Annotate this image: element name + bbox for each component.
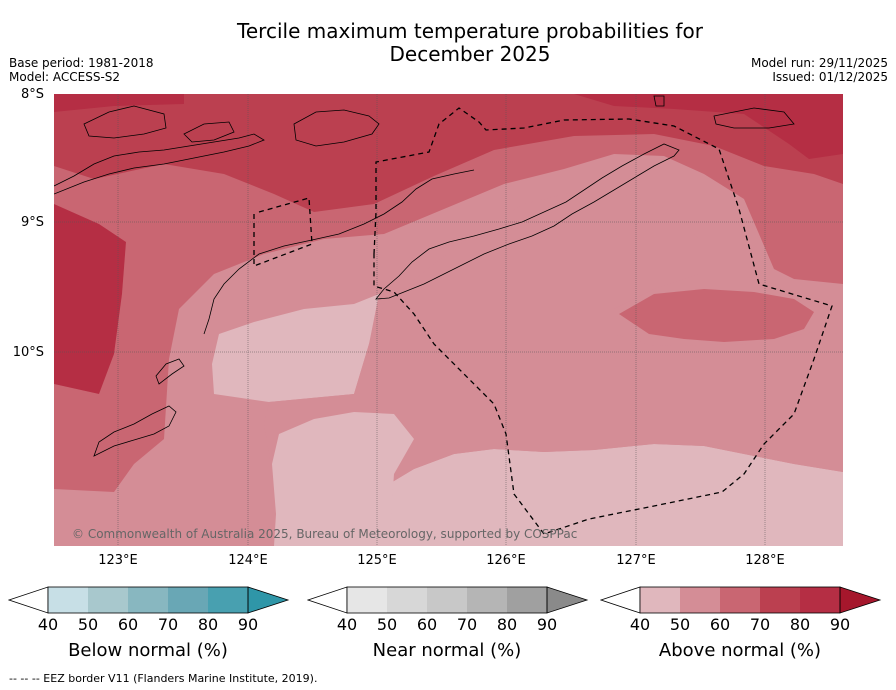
near-colorbar-segment	[427, 587, 467, 613]
near-tick-label: 60	[416, 615, 438, 634]
above-tick-label: 70	[749, 615, 771, 634]
near-colorbar-high-arrow	[546, 586, 589, 614]
lon-label-124e: 124°E	[228, 553, 268, 568]
above-colorbar-segment	[640, 587, 680, 613]
near-tick-label: 80	[496, 615, 518, 634]
below-tick-label: 50	[77, 615, 99, 634]
near-normal-label: Near normal (%)	[372, 640, 522, 661]
below-colorbar-segment	[128, 587, 168, 613]
lon-label-128e: 128°E	[745, 553, 785, 568]
above-colorbar-outline	[639, 586, 841, 614]
near-colorbar-segment	[507, 587, 547, 613]
below-colorbar-high-arrow	[247, 586, 290, 614]
below-colorbar-segment	[168, 587, 208, 613]
map-credit: © Commonwealth of Australia 2025, Bureau…	[72, 527, 577, 541]
near-colorbar-segment	[467, 587, 507, 613]
below-colorbar-segment	[48, 587, 88, 613]
near-colorbar-segment	[387, 587, 427, 613]
near-colorbar-outline	[346, 586, 548, 614]
zone-90-left	[54, 204, 126, 394]
timor-coastline	[375, 143, 680, 300]
zone-90-top-right	[574, 94, 843, 159]
below-colorbar-outline	[47, 586, 249, 614]
above-tick-label: 80	[789, 615, 811, 634]
above-colorbar-segment	[760, 587, 800, 613]
below-normal-label: Below normal (%)	[68, 640, 228, 661]
near-tick-label: 70	[456, 615, 478, 634]
below-tick-label: 80	[197, 615, 219, 634]
zone-60-core	[264, 192, 843, 546]
below-tick-label: 90	[237, 615, 259, 634]
mainland-coast	[203, 169, 475, 335]
below-tick-label: 70	[157, 615, 179, 634]
above-tick-label: 60	[709, 615, 731, 634]
title-line-1: Tercile maximum temperature probabilitie…	[237, 19, 703, 43]
zone-50-mid	[272, 412, 414, 546]
near-normal-colorbar	[307, 586, 589, 614]
near-tick-label: 40	[336, 615, 358, 634]
issued-date: Issued: 01/12/2025	[772, 70, 888, 84]
below-normal-colorbar	[8, 586, 290, 614]
above-colorbar-high-arrow	[839, 586, 882, 614]
near-tick-label: 50	[376, 615, 398, 634]
above-colorbar-segment	[680, 587, 720, 613]
rote-coast	[155, 358, 185, 385]
above-tick-label: 90	[829, 615, 851, 634]
below-tick-label: 40	[37, 615, 59, 634]
above-colorbar-segment	[800, 587, 840, 613]
above-normal-label: Above normal (%)	[658, 640, 822, 661]
graticule	[54, 94, 843, 546]
above-tick-label: 50	[669, 615, 691, 634]
eez-footnote: -- -- -- EEZ border V11 (Flanders Marine…	[9, 672, 318, 685]
zone-50-bottom	[386, 444, 843, 546]
flores-coastline	[54, 133, 265, 195]
above-normal-colorbar	[600, 586, 882, 614]
above-colorbar-low-arrow	[600, 586, 641, 614]
lon-label-123e: 123°E	[98, 553, 138, 568]
lon-label-127e: 127°E	[616, 553, 656, 568]
probability-map: © Commonwealth of Australia 2025, Bureau…	[54, 94, 843, 546]
below-colorbar-segment	[88, 587, 128, 613]
model-run: Model run: 29/11/2025	[750, 56, 888, 70]
lon-label-126e: 126°E	[486, 553, 526, 568]
lat-label-10s: 10°S	[12, 345, 44, 360]
lat-label-9s: 9°S	[20, 215, 44, 230]
above-colorbar-segment	[720, 587, 760, 613]
below-tick-label: 60	[117, 615, 139, 634]
base-period: Base period: 1981-2018	[9, 56, 154, 70]
sumba-coast	[93, 405, 177, 457]
lon-label-125e: 125°E	[357, 553, 397, 568]
eez-border	[253, 107, 833, 535]
below-colorbar-segment	[208, 587, 248, 613]
zone-50-left	[212, 294, 379, 402]
model-name: Model: ACCESS-S2	[9, 70, 121, 84]
near-tick-label: 90	[536, 615, 558, 634]
above-tick-label: 40	[629, 615, 651, 634]
below-colorbar-low-arrow	[8, 586, 49, 614]
near-colorbar-low-arrow	[307, 586, 348, 614]
lat-label-8s: 8°S	[20, 87, 44, 102]
north-islands	[83, 95, 795, 147]
zone-90-top-left	[54, 94, 184, 112]
title-line-2: December 2025	[389, 42, 551, 66]
near-colorbar-segment	[347, 587, 387, 613]
